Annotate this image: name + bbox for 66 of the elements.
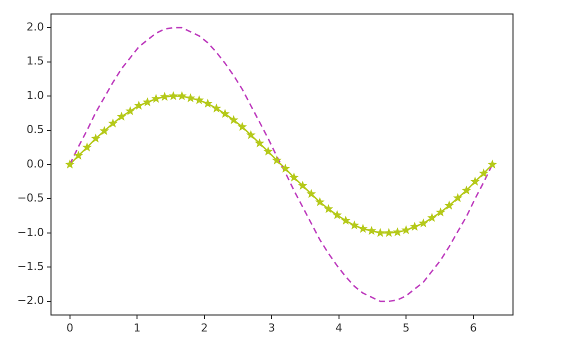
point — [272, 155, 282, 164]
point — [263, 146, 273, 156]
point — [168, 91, 178, 100]
point — [254, 138, 264, 148]
point — [280, 164, 290, 173]
y-tick-label: 1.0 — [26, 88, 44, 102]
point — [401, 225, 411, 234]
point — [488, 160, 498, 169]
point — [65, 160, 75, 169]
y-tick-label: −0.5 — [17, 192, 44, 205]
point — [384, 228, 394, 237]
point — [134, 100, 144, 110]
point — [375, 228, 386, 237]
point — [203, 98, 213, 108]
point — [90, 134, 100, 143]
point — [151, 94, 161, 103]
y-tick-label: 0.5 — [26, 123, 44, 136]
point — [108, 118, 118, 128]
point — [418, 218, 428, 228]
point — [186, 93, 196, 102]
point — [212, 103, 222, 112]
point — [100, 126, 110, 136]
y-tick-label: 1.5 — [26, 54, 44, 68]
point — [366, 226, 376, 235]
x-tick-label: 6 — [470, 321, 477, 334]
point — [220, 108, 230, 118]
point — [462, 185, 472, 195]
x-tick-label: 3 — [268, 321, 276, 334]
point — [142, 97, 152, 106]
point — [470, 176, 480, 186]
y-tick-label: −1.5 — [17, 260, 44, 273]
point — [392, 227, 402, 236]
point — [453, 193, 463, 202]
point — [306, 188, 316, 198]
point — [427, 212, 437, 222]
point — [332, 210, 342, 220]
x-tick-label: 0 — [66, 321, 74, 334]
x-tick-label: 4 — [335, 321, 342, 334]
point — [160, 92, 170, 101]
x-tick-label: 5 — [402, 321, 410, 334]
point — [238, 122, 248, 131]
point — [436, 207, 446, 216]
y-tick-label: 2.0 — [26, 20, 44, 34]
point — [315, 197, 325, 206]
point — [228, 115, 238, 124]
point — [177, 91, 187, 100]
point — [74, 150, 84, 160]
point — [298, 180, 308, 190]
y-tick-label: −1.0 — [17, 226, 44, 239]
x-tick-label: 2 — [200, 321, 208, 334]
point — [116, 112, 126, 121]
point — [82, 142, 92, 152]
point — [324, 204, 334, 214]
x-tick-label: 1 — [134, 321, 141, 334]
point — [125, 106, 135, 116]
point — [350, 220, 360, 230]
point — [358, 224, 368, 233]
point — [340, 216, 351, 225]
y-tick-label: 0.0 — [26, 157, 44, 170]
point — [478, 168, 488, 178]
point — [289, 172, 299, 182]
point — [410, 222, 420, 231]
y-tick-label: −2.0 — [17, 294, 44, 308]
point — [246, 130, 256, 140]
point — [194, 95, 204, 104]
point — [444, 200, 454, 210]
